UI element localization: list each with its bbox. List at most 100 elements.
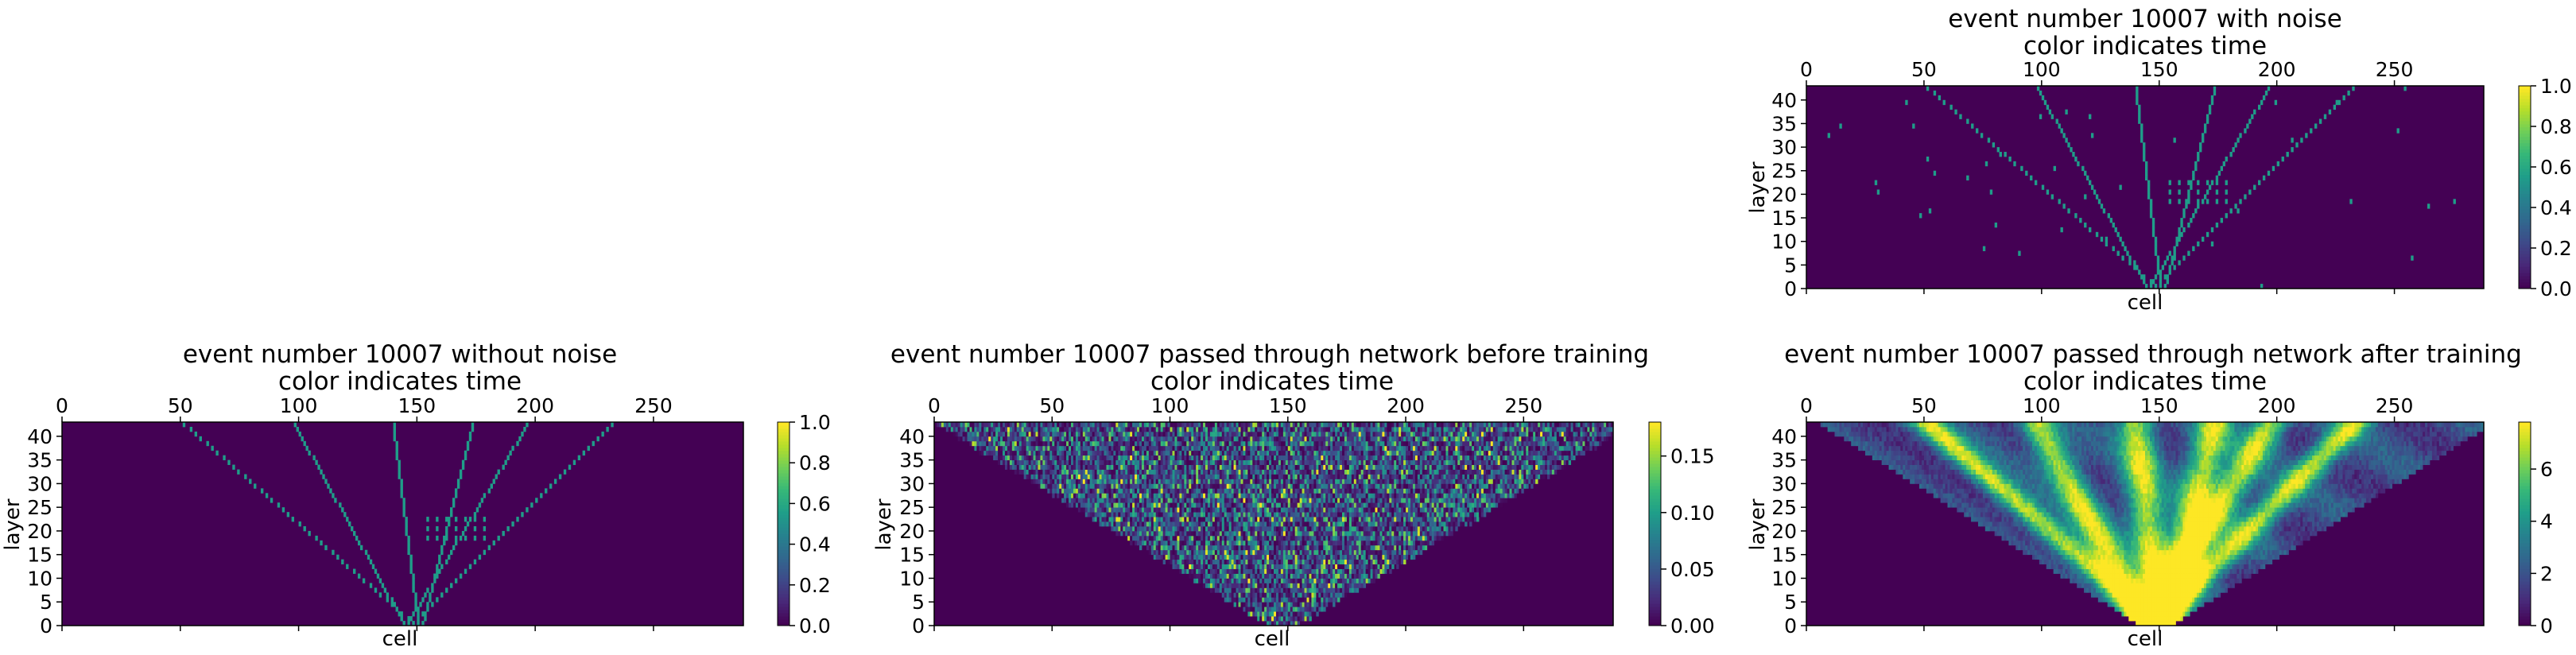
heatmap-cell xyxy=(1267,483,1270,489)
heatmap-cell xyxy=(1429,493,1433,498)
heatmap-cell xyxy=(1372,517,1375,522)
heatmap-cell xyxy=(1201,517,1204,522)
heatmap-cell xyxy=(1328,512,1331,517)
heatmap-cell xyxy=(1436,483,1439,489)
heatmap-cell xyxy=(1478,469,1482,475)
heatmap-cell xyxy=(244,474,247,479)
heatmap-cell xyxy=(2260,99,2264,106)
heatmap-cell xyxy=(1120,493,1123,498)
heatmap-cell xyxy=(1313,583,1317,588)
heatmap-cell xyxy=(1236,559,1239,564)
heatmap-cell xyxy=(1070,474,1074,479)
heatmap-cell xyxy=(1125,479,1128,484)
heatmap-cell xyxy=(1247,597,1251,603)
heatmap-cell xyxy=(1212,554,1216,560)
heatmap-cell xyxy=(1255,483,1258,489)
heatmap-cell xyxy=(1290,540,1294,546)
heatmap-cell xyxy=(1240,474,1243,479)
heatmap-cell xyxy=(1028,474,1031,479)
heatmap-cell xyxy=(1467,517,1470,522)
heatmap-cell xyxy=(1533,469,1536,475)
heatmap-cell xyxy=(1191,521,1194,527)
heatmap-cell xyxy=(1311,502,1314,508)
heatmap-cell xyxy=(1321,517,1324,522)
heatmap-cell xyxy=(523,426,526,432)
heatmap-cell xyxy=(1238,507,1241,513)
heatmap-cell xyxy=(1135,521,1138,527)
heatmap-cell xyxy=(1167,554,1170,560)
heatmap-cell xyxy=(1221,545,1225,551)
heatmap-cell xyxy=(1340,578,1343,583)
heatmap-cell xyxy=(454,535,458,541)
heatmap-cell xyxy=(1360,469,1364,475)
heatmap-cell xyxy=(1340,564,1343,569)
heatmap-cell xyxy=(1465,469,1468,475)
heatmap-cell xyxy=(572,459,576,465)
colorbar-step xyxy=(778,616,789,620)
heatmap-cell xyxy=(1104,479,1107,484)
heatmap-cell xyxy=(1306,583,1309,588)
heatmap-cell xyxy=(1087,512,1091,517)
heatmap-cell xyxy=(1233,578,1236,583)
heatmap-cell xyxy=(1302,535,1305,541)
heatmap-cell xyxy=(1316,540,1319,546)
heatmap-cell xyxy=(1417,549,1421,556)
heatmap-cell xyxy=(1290,464,1294,470)
heatmap-cell xyxy=(1186,464,1189,470)
heatmap-cell xyxy=(1379,530,1383,537)
heatmap-cell xyxy=(1311,469,1314,475)
heatmap-cell xyxy=(1186,545,1189,551)
y-tick-label: 35 xyxy=(27,449,52,472)
heatmap-cell xyxy=(1271,611,1274,617)
heatmap-cell xyxy=(1335,502,1338,508)
heatmap-cell xyxy=(369,559,373,564)
heatmap-cell xyxy=(395,455,398,461)
heatmap-cell xyxy=(1127,512,1131,517)
heatmap-cell xyxy=(1278,583,1282,588)
heatmap-cell xyxy=(1209,573,1213,579)
heatmap-cell xyxy=(1255,469,1258,475)
heatmap-cell xyxy=(1127,502,1131,508)
heatmap-cell xyxy=(1262,554,1265,560)
heatmap-cell xyxy=(1228,488,1232,494)
heatmap-cell xyxy=(1278,573,1282,579)
heatmap-cell xyxy=(1462,488,1465,494)
heatmap-cell xyxy=(1321,525,1324,532)
heatmap-cell xyxy=(1262,464,1265,470)
heatmap-cell xyxy=(1406,493,1409,498)
heatmap-cell xyxy=(1278,545,1282,551)
heatmap-cell xyxy=(1267,583,1270,588)
heatmap-cell xyxy=(1472,493,1475,498)
heatmap-cell xyxy=(2143,147,2146,153)
heatmap-cell xyxy=(223,455,226,461)
heatmap-cell xyxy=(2004,152,2007,157)
heatmap-cell xyxy=(367,554,370,560)
heatmap-cell xyxy=(1360,488,1364,494)
heatmap-cell xyxy=(1162,488,1166,494)
heatmap-cell xyxy=(1077,488,1081,494)
heatmap-cell xyxy=(409,554,413,560)
heatmap-cell xyxy=(1057,464,1060,470)
heatmap-cell xyxy=(1240,502,1243,508)
heatmap-cell xyxy=(2185,203,2188,209)
heatmap-cell xyxy=(2178,260,2181,265)
heatmap-cell xyxy=(1181,498,1185,503)
heatmap-cell xyxy=(1391,502,1395,508)
heatmap-cell xyxy=(1177,483,1180,489)
heatmap-cell xyxy=(592,440,595,447)
heatmap-cell xyxy=(1113,525,1116,532)
heatmap-cell xyxy=(2234,142,2237,148)
heatmap-cell xyxy=(1341,554,1345,560)
heatmap-cell xyxy=(1306,483,1309,489)
heatmap-cell xyxy=(1262,587,1265,593)
heatmap-cell xyxy=(1023,464,1027,470)
heatmap-cell xyxy=(1337,502,1340,508)
heatmap-cell xyxy=(1294,583,1298,588)
heatmap-cell xyxy=(1391,535,1395,541)
heatmap-cell xyxy=(2220,218,2224,223)
heatmap-cell xyxy=(473,517,477,522)
heatmap-cell xyxy=(1299,607,1302,612)
heatmap-cell xyxy=(1141,525,1145,532)
heatmap-cell xyxy=(390,602,394,607)
heatmap-cell xyxy=(1519,479,1522,484)
